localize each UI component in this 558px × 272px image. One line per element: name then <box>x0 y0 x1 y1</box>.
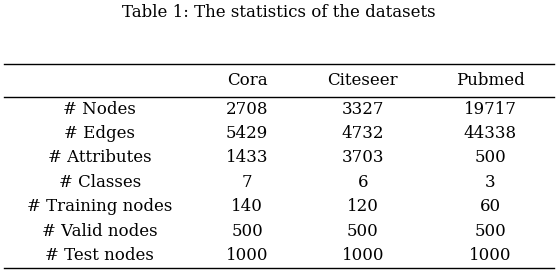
Title: Table 1: The statistics of the datasets: Table 1: The statistics of the datasets <box>122 4 436 21</box>
